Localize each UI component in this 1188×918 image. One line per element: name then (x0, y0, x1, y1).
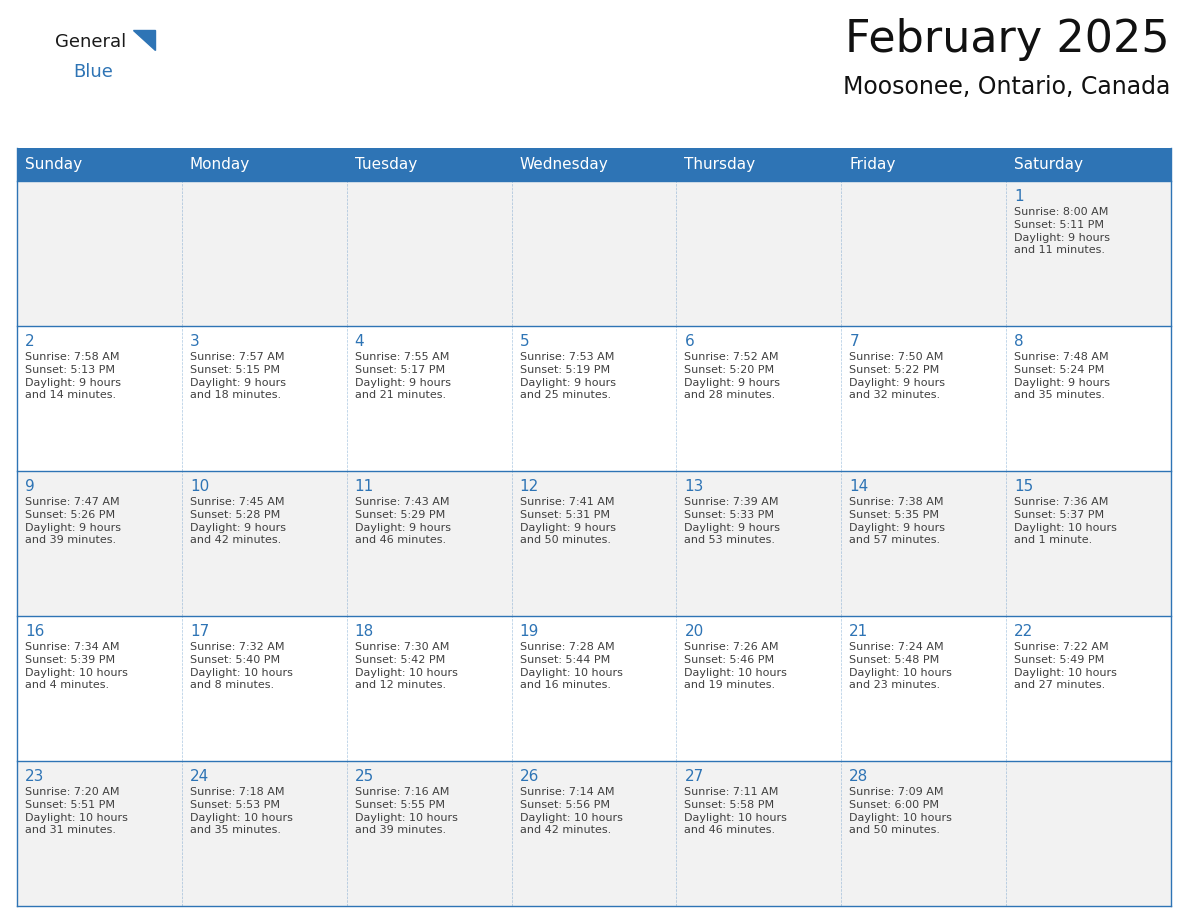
Text: 11: 11 (355, 479, 374, 494)
Text: 20: 20 (684, 624, 703, 639)
Text: Sunrise: 7:30 AM
Sunset: 5:42 PM
Daylight: 10 hours
and 12 minutes.: Sunrise: 7:30 AM Sunset: 5:42 PM Dayligh… (355, 642, 457, 690)
Text: 22: 22 (1015, 624, 1034, 639)
Text: Sunrise: 7:36 AM
Sunset: 5:37 PM
Daylight: 10 hours
and 1 minute.: Sunrise: 7:36 AM Sunset: 5:37 PM Dayligh… (1015, 497, 1117, 545)
Text: Friday: Friday (849, 157, 896, 172)
Text: Sunrise: 7:52 AM
Sunset: 5:20 PM
Daylight: 9 hours
and 28 minutes.: Sunrise: 7:52 AM Sunset: 5:20 PM Dayligh… (684, 352, 781, 400)
Text: Sunrise: 7:09 AM
Sunset: 6:00 PM
Daylight: 10 hours
and 50 minutes.: Sunrise: 7:09 AM Sunset: 6:00 PM Dayligh… (849, 787, 952, 835)
Text: 19: 19 (519, 624, 539, 639)
Text: General: General (55, 33, 126, 51)
Text: Sunrise: 7:24 AM
Sunset: 5:48 PM
Daylight: 10 hours
and 23 minutes.: Sunrise: 7:24 AM Sunset: 5:48 PM Dayligh… (849, 642, 952, 690)
Text: 17: 17 (190, 624, 209, 639)
Text: Sunrise: 7:55 AM
Sunset: 5:17 PM
Daylight: 9 hours
and 21 minutes.: Sunrise: 7:55 AM Sunset: 5:17 PM Dayligh… (355, 352, 450, 400)
Text: 27: 27 (684, 769, 703, 784)
Text: 12: 12 (519, 479, 539, 494)
Text: Blue: Blue (72, 63, 113, 81)
Text: Sunrise: 7:45 AM
Sunset: 5:28 PM
Daylight: 9 hours
and 42 minutes.: Sunrise: 7:45 AM Sunset: 5:28 PM Dayligh… (190, 497, 286, 545)
Text: 3: 3 (190, 334, 200, 349)
Text: Sunrise: 7:22 AM
Sunset: 5:49 PM
Daylight: 10 hours
and 27 minutes.: Sunrise: 7:22 AM Sunset: 5:49 PM Dayligh… (1015, 642, 1117, 690)
Bar (17, 616, 1171, 761)
Bar (17, 761, 1171, 906)
Text: Monday: Monday (190, 157, 251, 172)
Text: 26: 26 (519, 769, 539, 784)
Text: Sunrise: 7:41 AM
Sunset: 5:31 PM
Daylight: 9 hours
and 50 minutes.: Sunrise: 7:41 AM Sunset: 5:31 PM Dayligh… (519, 497, 615, 545)
Text: Thursday: Thursday (684, 157, 756, 172)
Text: Sunrise: 7:11 AM
Sunset: 5:58 PM
Daylight: 10 hours
and 46 minutes.: Sunrise: 7:11 AM Sunset: 5:58 PM Dayligh… (684, 787, 788, 835)
Polygon shape (133, 30, 154, 50)
Bar (17, 181, 1171, 326)
Text: February 2025: February 2025 (846, 18, 1170, 61)
Text: Sunrise: 7:53 AM
Sunset: 5:19 PM
Daylight: 9 hours
and 25 minutes.: Sunrise: 7:53 AM Sunset: 5:19 PM Dayligh… (519, 352, 615, 400)
Text: Sunrise: 7:50 AM
Sunset: 5:22 PM
Daylight: 9 hours
and 32 minutes.: Sunrise: 7:50 AM Sunset: 5:22 PM Dayligh… (849, 352, 946, 400)
Bar (17, 326, 1171, 471)
Text: 2: 2 (25, 334, 34, 349)
Text: 24: 24 (190, 769, 209, 784)
Text: Sunrise: 7:28 AM
Sunset: 5:44 PM
Daylight: 10 hours
and 16 minutes.: Sunrise: 7:28 AM Sunset: 5:44 PM Dayligh… (519, 642, 623, 690)
Text: Sunrise: 7:47 AM
Sunset: 5:26 PM
Daylight: 9 hours
and 39 minutes.: Sunrise: 7:47 AM Sunset: 5:26 PM Dayligh… (25, 497, 121, 545)
Bar (17, 471, 1171, 616)
Text: Sunrise: 7:58 AM
Sunset: 5:13 PM
Daylight: 9 hours
and 14 minutes.: Sunrise: 7:58 AM Sunset: 5:13 PM Dayligh… (25, 352, 121, 400)
Text: 1: 1 (1015, 189, 1024, 204)
Text: 14: 14 (849, 479, 868, 494)
Text: Sunrise: 7:43 AM
Sunset: 5:29 PM
Daylight: 9 hours
and 46 minutes.: Sunrise: 7:43 AM Sunset: 5:29 PM Dayligh… (355, 497, 450, 545)
Text: Sunrise: 7:20 AM
Sunset: 5:51 PM
Daylight: 10 hours
and 31 minutes.: Sunrise: 7:20 AM Sunset: 5:51 PM Dayligh… (25, 787, 128, 835)
Text: Wednesday: Wednesday (519, 157, 608, 172)
Text: Sunrise: 7:39 AM
Sunset: 5:33 PM
Daylight: 9 hours
and 53 minutes.: Sunrise: 7:39 AM Sunset: 5:33 PM Dayligh… (684, 497, 781, 545)
Text: Tuesday: Tuesday (355, 157, 417, 172)
Text: Sunrise: 7:48 AM
Sunset: 5:24 PM
Daylight: 9 hours
and 35 minutes.: Sunrise: 7:48 AM Sunset: 5:24 PM Dayligh… (1015, 352, 1110, 400)
Text: Sunrise: 7:38 AM
Sunset: 5:35 PM
Daylight: 9 hours
and 57 minutes.: Sunrise: 7:38 AM Sunset: 5:35 PM Dayligh… (849, 497, 946, 545)
Text: Sunrise: 8:00 AM
Sunset: 5:11 PM
Daylight: 9 hours
and 11 minutes.: Sunrise: 8:00 AM Sunset: 5:11 PM Dayligh… (1015, 207, 1110, 255)
Text: 16: 16 (25, 624, 44, 639)
Text: Sunrise: 7:32 AM
Sunset: 5:40 PM
Daylight: 10 hours
and 8 minutes.: Sunrise: 7:32 AM Sunset: 5:40 PM Dayligh… (190, 642, 292, 690)
Text: 5: 5 (519, 334, 529, 349)
Text: Sunrise: 7:16 AM
Sunset: 5:55 PM
Daylight: 10 hours
and 39 minutes.: Sunrise: 7:16 AM Sunset: 5:55 PM Dayligh… (355, 787, 457, 835)
Text: 13: 13 (684, 479, 703, 494)
Text: 7: 7 (849, 334, 859, 349)
Text: Sunrise: 7:14 AM
Sunset: 5:56 PM
Daylight: 10 hours
and 42 minutes.: Sunrise: 7:14 AM Sunset: 5:56 PM Dayligh… (519, 787, 623, 835)
Text: 8: 8 (1015, 334, 1024, 349)
Text: 21: 21 (849, 624, 868, 639)
Text: Moosonee, Ontario, Canada: Moosonee, Ontario, Canada (842, 75, 1170, 99)
Text: Sunrise: 7:34 AM
Sunset: 5:39 PM
Daylight: 10 hours
and 4 minutes.: Sunrise: 7:34 AM Sunset: 5:39 PM Dayligh… (25, 642, 128, 690)
Text: 18: 18 (355, 624, 374, 639)
Text: 9: 9 (25, 479, 34, 494)
Text: 6: 6 (684, 334, 694, 349)
Text: 23: 23 (25, 769, 44, 784)
Text: Saturday: Saturday (1015, 157, 1083, 172)
Text: 15: 15 (1015, 479, 1034, 494)
Text: 10: 10 (190, 479, 209, 494)
Text: 25: 25 (355, 769, 374, 784)
Text: Sunrise: 7:18 AM
Sunset: 5:53 PM
Daylight: 10 hours
and 35 minutes.: Sunrise: 7:18 AM Sunset: 5:53 PM Dayligh… (190, 787, 292, 835)
Text: 4: 4 (355, 334, 365, 349)
Bar (17, 148, 1171, 181)
Text: Sunrise: 7:57 AM
Sunset: 5:15 PM
Daylight: 9 hours
and 18 minutes.: Sunrise: 7:57 AM Sunset: 5:15 PM Dayligh… (190, 352, 286, 400)
Text: Sunday: Sunday (25, 157, 82, 172)
Text: Sunrise: 7:26 AM
Sunset: 5:46 PM
Daylight: 10 hours
and 19 minutes.: Sunrise: 7:26 AM Sunset: 5:46 PM Dayligh… (684, 642, 788, 690)
Text: 28: 28 (849, 769, 868, 784)
